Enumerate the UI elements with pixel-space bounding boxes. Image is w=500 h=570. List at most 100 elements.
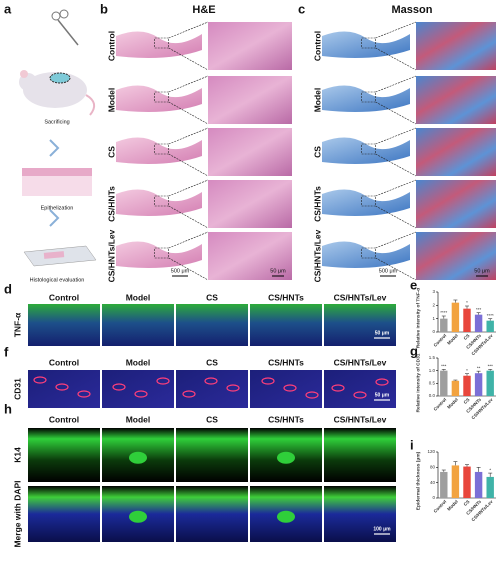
vessel [375,378,389,386]
micrograph [324,428,396,482]
zoom-line [168,205,209,229]
epidermal-cyst [277,451,295,464]
zoom-line [375,75,417,93]
y-tick-label: 120 [427,449,435,454]
tissue-section [322,31,410,58]
micrograph [176,304,248,346]
significance-label: * [489,467,491,472]
vessel [112,383,126,391]
column-header: CS [206,414,218,424]
micrograph [176,370,248,408]
micrograph [102,370,174,408]
micrograph [250,370,322,408]
tissue-section [322,189,410,216]
workflow-illustration [19,9,97,267]
zoom-line [375,127,417,145]
zoom-line [375,257,417,281]
tissue-section [116,189,202,216]
panel-label: g [410,343,418,358]
zoom-line [168,47,209,71]
zoom-box [154,143,169,155]
y-axis-title: Relative intensity of TNF-α [415,288,421,349]
zoom-line [168,257,209,281]
bar [440,370,448,396]
row-label: CS/HNTs [312,186,322,222]
y-tick-label: 2 [432,303,435,308]
zoom-image [416,180,496,228]
row-label: Model [312,88,322,113]
tissue-section [116,241,202,268]
row-label: CS [312,146,322,158]
x-tick-label: Control [432,499,447,514]
zoom-image [208,76,292,124]
column-header: CS/HNTs [268,414,304,424]
zoom-box [361,195,376,207]
tissue-section [322,85,410,112]
row-label: CS/HNTs/Lev [312,229,322,282]
row-label: Control [312,31,322,61]
column-header: CS/HNTs [268,357,304,367]
x-tick-label: Model [446,333,459,346]
y-tick-label: 1 [432,316,435,321]
bar [440,318,448,332]
zoom-line [168,153,209,177]
vessel [55,383,69,391]
column-header: Control [49,357,79,367]
row-label: CS/HNTs [106,186,116,222]
zoom-line [168,179,209,197]
panel-label: f [4,344,9,359]
tissue-section [116,31,202,58]
step-label: Epithelization [41,205,74,211]
zoom-image [416,128,496,176]
zoom-image [208,180,292,228]
bar [463,375,471,396]
x-tick-label: CS [463,333,471,341]
micrograph [28,486,100,542]
zoom-box [154,195,169,207]
zoom-line [168,127,209,145]
bar [451,302,460,332]
x-tick-label: Control [432,333,447,348]
x-tick-label: Model [446,397,459,410]
zoom-line [168,231,209,249]
bar [474,373,483,396]
y-tick-label: 3 [432,289,435,294]
micrograph [324,370,396,408]
significance-label: *** [441,364,447,369]
row-label: CS/HNTs/Lev [106,229,116,282]
significance-label: **** [440,310,447,315]
tissue-section [116,137,202,164]
y-tick-label: 1.5 [429,355,436,360]
bar [486,320,494,332]
scale-bar-label: 500 μm [171,268,190,274]
micrograph [28,304,100,346]
y-tick-label: 0 [432,329,435,334]
micrograph [102,304,174,346]
x-tick-label: Model [446,499,459,512]
zoom-line [375,47,417,71]
tissue-section [116,85,202,112]
scale-bar-label: 50 μm [375,392,390,398]
bar [451,380,460,396]
zoom-image [416,232,496,280]
y-tick-label: 80 [430,465,436,470]
bar [486,370,494,396]
vessel [33,376,47,384]
y-tick-label: 0.0 [429,393,436,398]
column-header: Control [49,414,79,424]
vessel [353,391,367,399]
vessel [331,384,345,392]
column-header: Model [126,357,151,367]
significance-label: *** [488,364,494,369]
zoom-line [375,231,417,249]
zoom-line [168,75,209,93]
panel-label: d [4,281,12,296]
column-header: Control [49,292,79,302]
zoom-image [416,22,496,70]
zoom-box [361,247,376,259]
panel-label: h [4,401,12,416]
zoom-line [375,205,417,229]
bar [451,465,460,498]
vessel [77,390,91,398]
vessel [226,384,240,392]
